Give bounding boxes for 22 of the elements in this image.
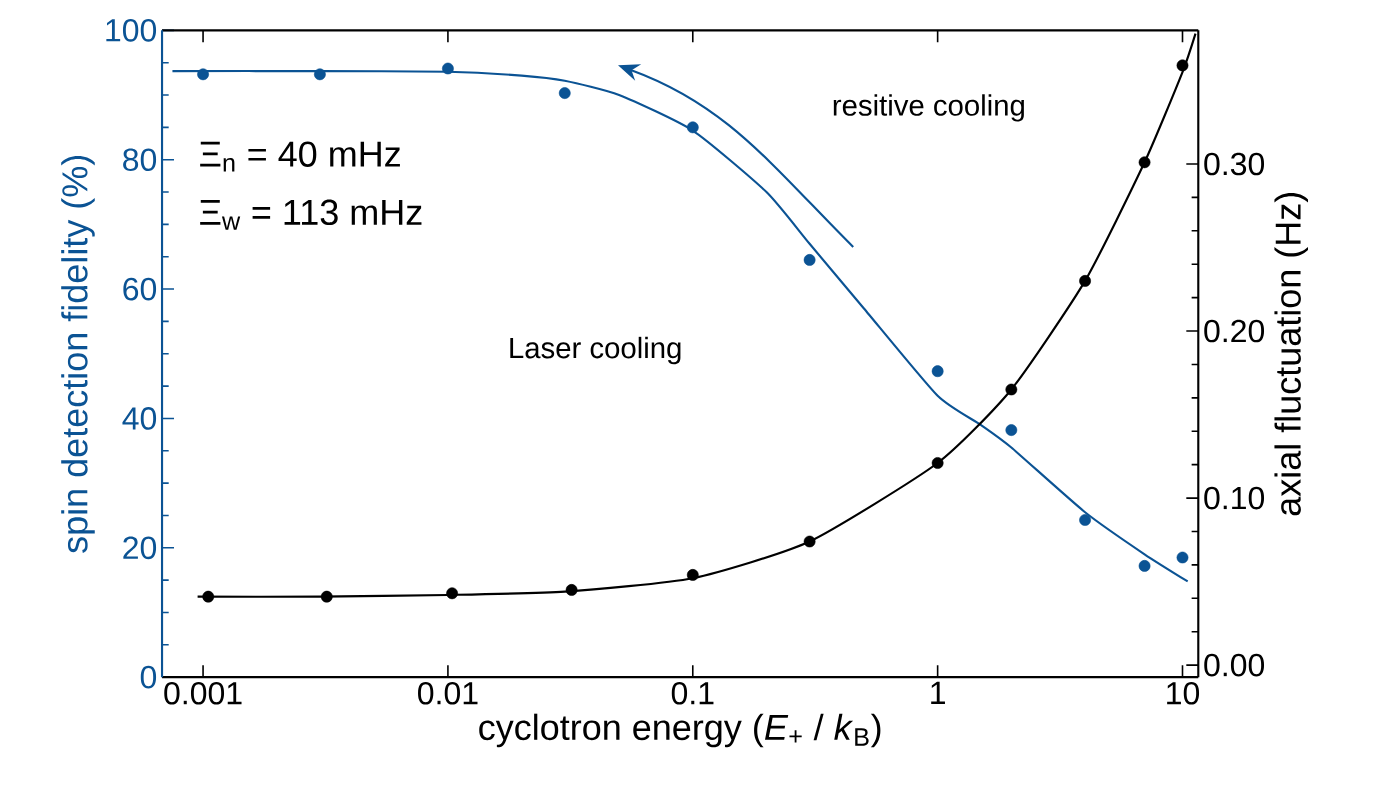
y-tick-label: 0 (140, 665, 157, 689)
y-tick-label: 40 (122, 407, 157, 430)
annotation: resitive cooling (833, 94, 1024, 122)
x-tick-label: 0.001 (164, 681, 242, 705)
y-tick-label: 20 (123, 536, 157, 560)
x-tick-label: 0.1 (671, 681, 714, 705)
y2-tick-label: 0.00 (1204, 653, 1265, 677)
annotation: Laser cooling (510, 336, 681, 365)
y2-tick-label: 0.30 (1204, 152, 1265, 176)
annotation: Ξ$_{w}$ = 113 mHz (200, 199, 422, 230)
x-tick-label: 10 (1167, 681, 1200, 705)
x-tick-label: 1 (931, 681, 945, 704)
annotation: Ξ$_{n}$ = 40 mHz (200, 141, 400, 172)
y-tick-label: 100 (106, 18, 157, 42)
y2-tick-label: 0.10 (1204, 486, 1265, 510)
y-tick-label: 80 (123, 148, 157, 171)
y2-axis-title: axial fluctuation (Hz) (1274, 192, 1309, 516)
x-tick-label: 0.01 (418, 681, 478, 705)
x-axis-title: cyclotron energy (E$_{+}$ / k$_{B}$) (479, 713, 881, 748)
y-tick-label: 60 (123, 277, 157, 301)
y2-tick-label: 0.20 (1204, 319, 1265, 343)
y-axis-title: spin detection fidelity (%) (61, 155, 95, 553)
